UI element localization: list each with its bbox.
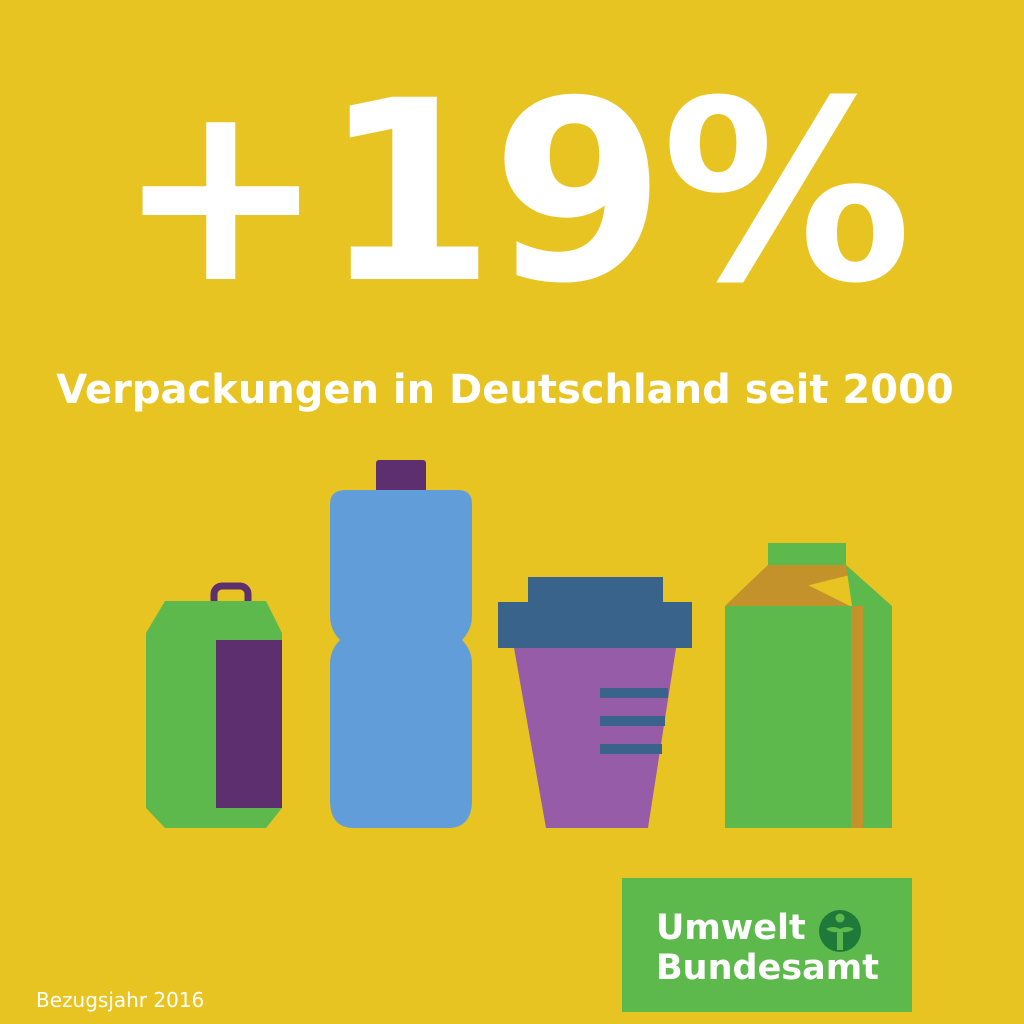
drink-can-icon — [146, 582, 282, 828]
umweltbundesamt-logo[interactable]: Umwelt Bundesamt — [622, 878, 912, 1012]
subtitle: Verpackungen in Deutschland seit 2000 — [56, 367, 954, 413]
packaging-illustration — [146, 460, 892, 828]
logo-line-bundesamt: Bundesamt — [656, 948, 879, 988]
umweltbundesamt-emblem-icon — [819, 910, 861, 952]
reference-year-note: Bezugsjahr 2016 — [36, 988, 205, 1012]
headline-percentage: +19% — [116, 47, 912, 338]
logo-line-umwelt: Umwelt — [656, 908, 806, 948]
plastic-bottle-icon — [330, 460, 472, 828]
beverage-carton-icon — [725, 543, 892, 828]
coffee-cup-icon — [498, 577, 692, 828]
